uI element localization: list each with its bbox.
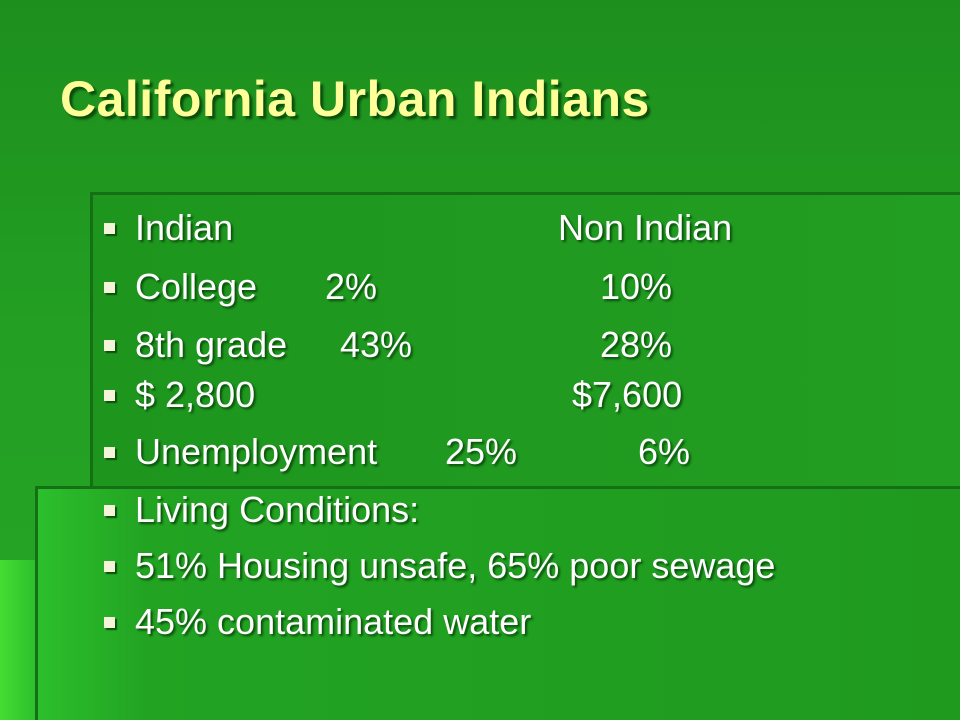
slide-title: California Urban Indians	[60, 71, 650, 127]
bullet-text: 8th grade	[135, 324, 288, 365]
bullet-text: $ 2,800	[135, 374, 256, 415]
bullet-item: $ 2,800 $7,600	[0, 370, 960, 420]
bullet-text: 6%	[638, 431, 691, 472]
bullet-text: 45% contaminated water	[135, 601, 532, 642]
bullet-marker	[104, 561, 115, 572]
bullet-text: 10%	[600, 266, 673, 307]
bullet-marker	[104, 447, 115, 458]
bullet-item: Unemployment 25% 6%	[0, 427, 960, 477]
bullet-text: Unemployment	[135, 431, 378, 472]
bullet-text: 28%	[600, 324, 673, 365]
bullet-item: 51% Housing unsafe, 65% poor sewage	[0, 541, 960, 591]
bullet-marker	[104, 340, 115, 351]
bullet-marker	[104, 223, 115, 234]
bullet-text: 51% Housing unsafe, 65% poor sewage	[135, 545, 776, 586]
bullet-text: College	[135, 266, 258, 307]
bullet-text: $7,600	[572, 374, 683, 415]
bullet-text: 43%	[340, 324, 413, 365]
bullet-item: 8th grade 43% 28%	[0, 320, 960, 370]
bullet-item: Living Conditions:	[0, 485, 960, 535]
bullet-text: Non Indian	[558, 207, 733, 248]
bullet-marker	[104, 505, 115, 516]
bullet-item: College 2% 10%	[0, 262, 960, 312]
bullet-text: 25%	[445, 431, 518, 472]
bullet-item: Indian Non Indian	[0, 203, 960, 253]
bullet-marker	[104, 282, 115, 293]
bullet-text: Living Conditions:	[135, 489, 420, 530]
bullet-marker	[104, 617, 115, 628]
bullet-text: Indian	[135, 207, 234, 248]
bullet-item: 45% contaminated water	[0, 597, 960, 647]
bullet-text: 2%	[325, 266, 378, 307]
bullet-marker	[104, 390, 115, 401]
decor-panel	[35, 486, 960, 720]
decor-panel	[0, 560, 35, 720]
